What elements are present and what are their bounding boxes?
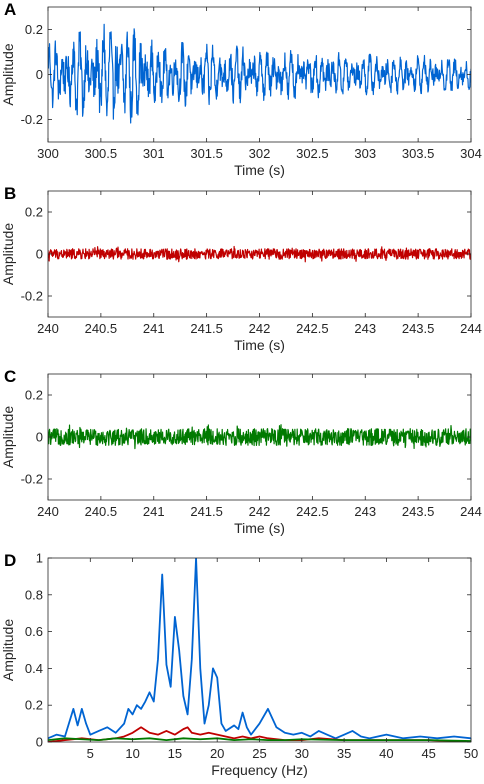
y-tick-label: 0.8 — [25, 587, 43, 602]
panel-letter: D — [4, 551, 16, 570]
y-axis-label: Amplitude — [0, 406, 16, 468]
x-axis-label: Frequency (Hz) — [211, 762, 307, 778]
x-tick-label: 241.5 — [190, 504, 223, 519]
axes-box — [47, 557, 472, 743]
x-tick-label: 242 — [249, 321, 271, 336]
x-axis-label: Time (s) — [234, 520, 285, 536]
x-tick-label: 241 — [143, 321, 165, 336]
x-tick-label: 243.5 — [402, 321, 435, 336]
x-tick-label: 304 — [460, 146, 482, 161]
y-tick-label: 0 — [36, 735, 43, 750]
x-tick-label: 15 — [168, 746, 182, 761]
x-tick-label: 10 — [125, 746, 139, 761]
x-tick-label: 30 — [295, 746, 309, 761]
x-tick-label: 300 — [37, 146, 59, 161]
x-tick-label: 240.5 — [85, 504, 118, 519]
chart-panel-c: C 240 240.5 241 241.5 242 242.5 243 243.5 244 -0.2… — [0, 367, 482, 536]
y-tick-label: 1 — [36, 551, 43, 566]
x-tick-label: 300.5 — [85, 146, 118, 161]
series-group — [48, 23, 471, 124]
x-tick-label: 243.5 — [402, 504, 435, 519]
y-axis-label: Amplitude — [0, 619, 16, 681]
x-axis-label: Time (s) — [234, 162, 285, 178]
y-tick-label: 0 — [36, 67, 43, 82]
x-tick-label: 240.5 — [85, 321, 118, 336]
y-tick-label: -0.2 — [21, 112, 43, 127]
x-tick-label: 50 — [464, 746, 478, 761]
x-tick-label: 301.5 — [190, 146, 223, 161]
y-axis-label: Amplitude — [0, 43, 16, 105]
x-tick-label: 243 — [354, 504, 376, 519]
y-tick-label: 0.4 — [25, 661, 43, 676]
y-tick-label: 0.2 — [25, 205, 43, 220]
series-line-3 — [48, 737, 471, 742]
panel-letter: A — [4, 0, 16, 19]
y-axis-label: Amplitude — [0, 223, 16, 285]
x-tick-label: 242 — [249, 504, 271, 519]
x-tick-label: 20 — [210, 746, 224, 761]
x-tick-label: 244 — [460, 504, 482, 519]
x-tick-label: 40 — [379, 746, 393, 761]
x-tick-label: 302.5 — [296, 146, 329, 161]
y-tick-label: -0.2 — [21, 289, 43, 304]
x-axis-label: Time (s) — [234, 337, 285, 353]
y-tick-label: 0.6 — [25, 624, 43, 639]
x-tick-label: 45 — [421, 746, 435, 761]
x-tick-label: 35 — [337, 746, 351, 761]
panel-letter: B — [4, 184, 16, 203]
x-tick-label: 303.5 — [402, 146, 435, 161]
series-group — [48, 245, 471, 263]
series-line-1 — [48, 23, 471, 124]
y-tick-label: 0.2 — [25, 22, 43, 37]
x-tick-label: 240 — [37, 504, 59, 519]
series-line-1 — [48, 424, 471, 450]
x-tick-label: 25 — [252, 746, 266, 761]
series-line-1 — [48, 558, 471, 740]
series-group — [48, 558, 471, 742]
y-tick-label: 0.2 — [25, 388, 43, 403]
x-tick-label: 240 — [37, 321, 59, 336]
series-group — [48, 424, 471, 450]
panel-letter: C — [4, 367, 16, 386]
x-tick-label: 243 — [354, 321, 376, 336]
x-tick-label: 242.5 — [296, 321, 329, 336]
y-tick-label: -0.2 — [21, 472, 43, 487]
x-tick-label: 241 — [143, 504, 165, 519]
x-tick-label: 301 — [143, 146, 165, 161]
series-line-1 — [48, 245, 471, 263]
x-tick-label: 303 — [354, 146, 376, 161]
y-tick-label: 0 — [36, 430, 43, 445]
x-tick-label: 242.5 — [296, 504, 329, 519]
x-tick-label: 241.5 — [190, 321, 223, 336]
y-tick-label: 0.2 — [25, 698, 43, 713]
y-tick-label: 0 — [36, 247, 43, 262]
x-tick-label: 5 — [87, 746, 94, 761]
chart-panel-a: A 300 300.5 301 301.5 302 302.5 303 303.5 304 -0.2… — [0, 0, 482, 178]
chart-panel-d: D 5 10 15 20 25 30 35 40 45 50 0 0.2 0.4 0.6 0.8 1 Freque… — [0, 551, 478, 779]
x-tick-label: 302 — [249, 146, 271, 161]
x-tick-label: 244 — [460, 321, 482, 336]
chart-panel-b: B 240 240.5 241 241.5 242 242.5 243 243.5 244 -0.2… — [0, 184, 482, 353]
